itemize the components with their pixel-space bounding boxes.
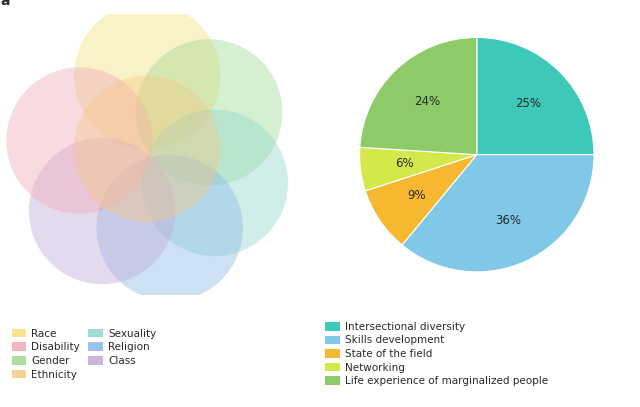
Circle shape xyxy=(6,68,153,214)
Circle shape xyxy=(29,138,175,284)
Wedge shape xyxy=(402,155,594,272)
Circle shape xyxy=(97,155,243,301)
Circle shape xyxy=(74,2,220,149)
Wedge shape xyxy=(360,147,477,191)
Text: 9%: 9% xyxy=(408,189,426,202)
Text: a: a xyxy=(1,0,10,8)
Text: 6%: 6% xyxy=(396,157,414,170)
Wedge shape xyxy=(360,37,477,155)
Text: 24%: 24% xyxy=(414,95,440,108)
Circle shape xyxy=(136,39,282,186)
Circle shape xyxy=(74,76,220,222)
Circle shape xyxy=(141,109,288,256)
Text: 25%: 25% xyxy=(515,97,541,110)
Legend: Race, Disability, Gender, Ethnicity, Sexuality, Religion, Class: Race, Disability, Gender, Ethnicity, Sex… xyxy=(12,328,157,380)
Legend: Intersectional diversity, Skills development, State of the field, Networking, Li: Intersectional diversity, Skills develop… xyxy=(325,322,548,386)
Wedge shape xyxy=(477,37,594,155)
Wedge shape xyxy=(365,155,477,245)
Text: 36%: 36% xyxy=(495,214,521,227)
